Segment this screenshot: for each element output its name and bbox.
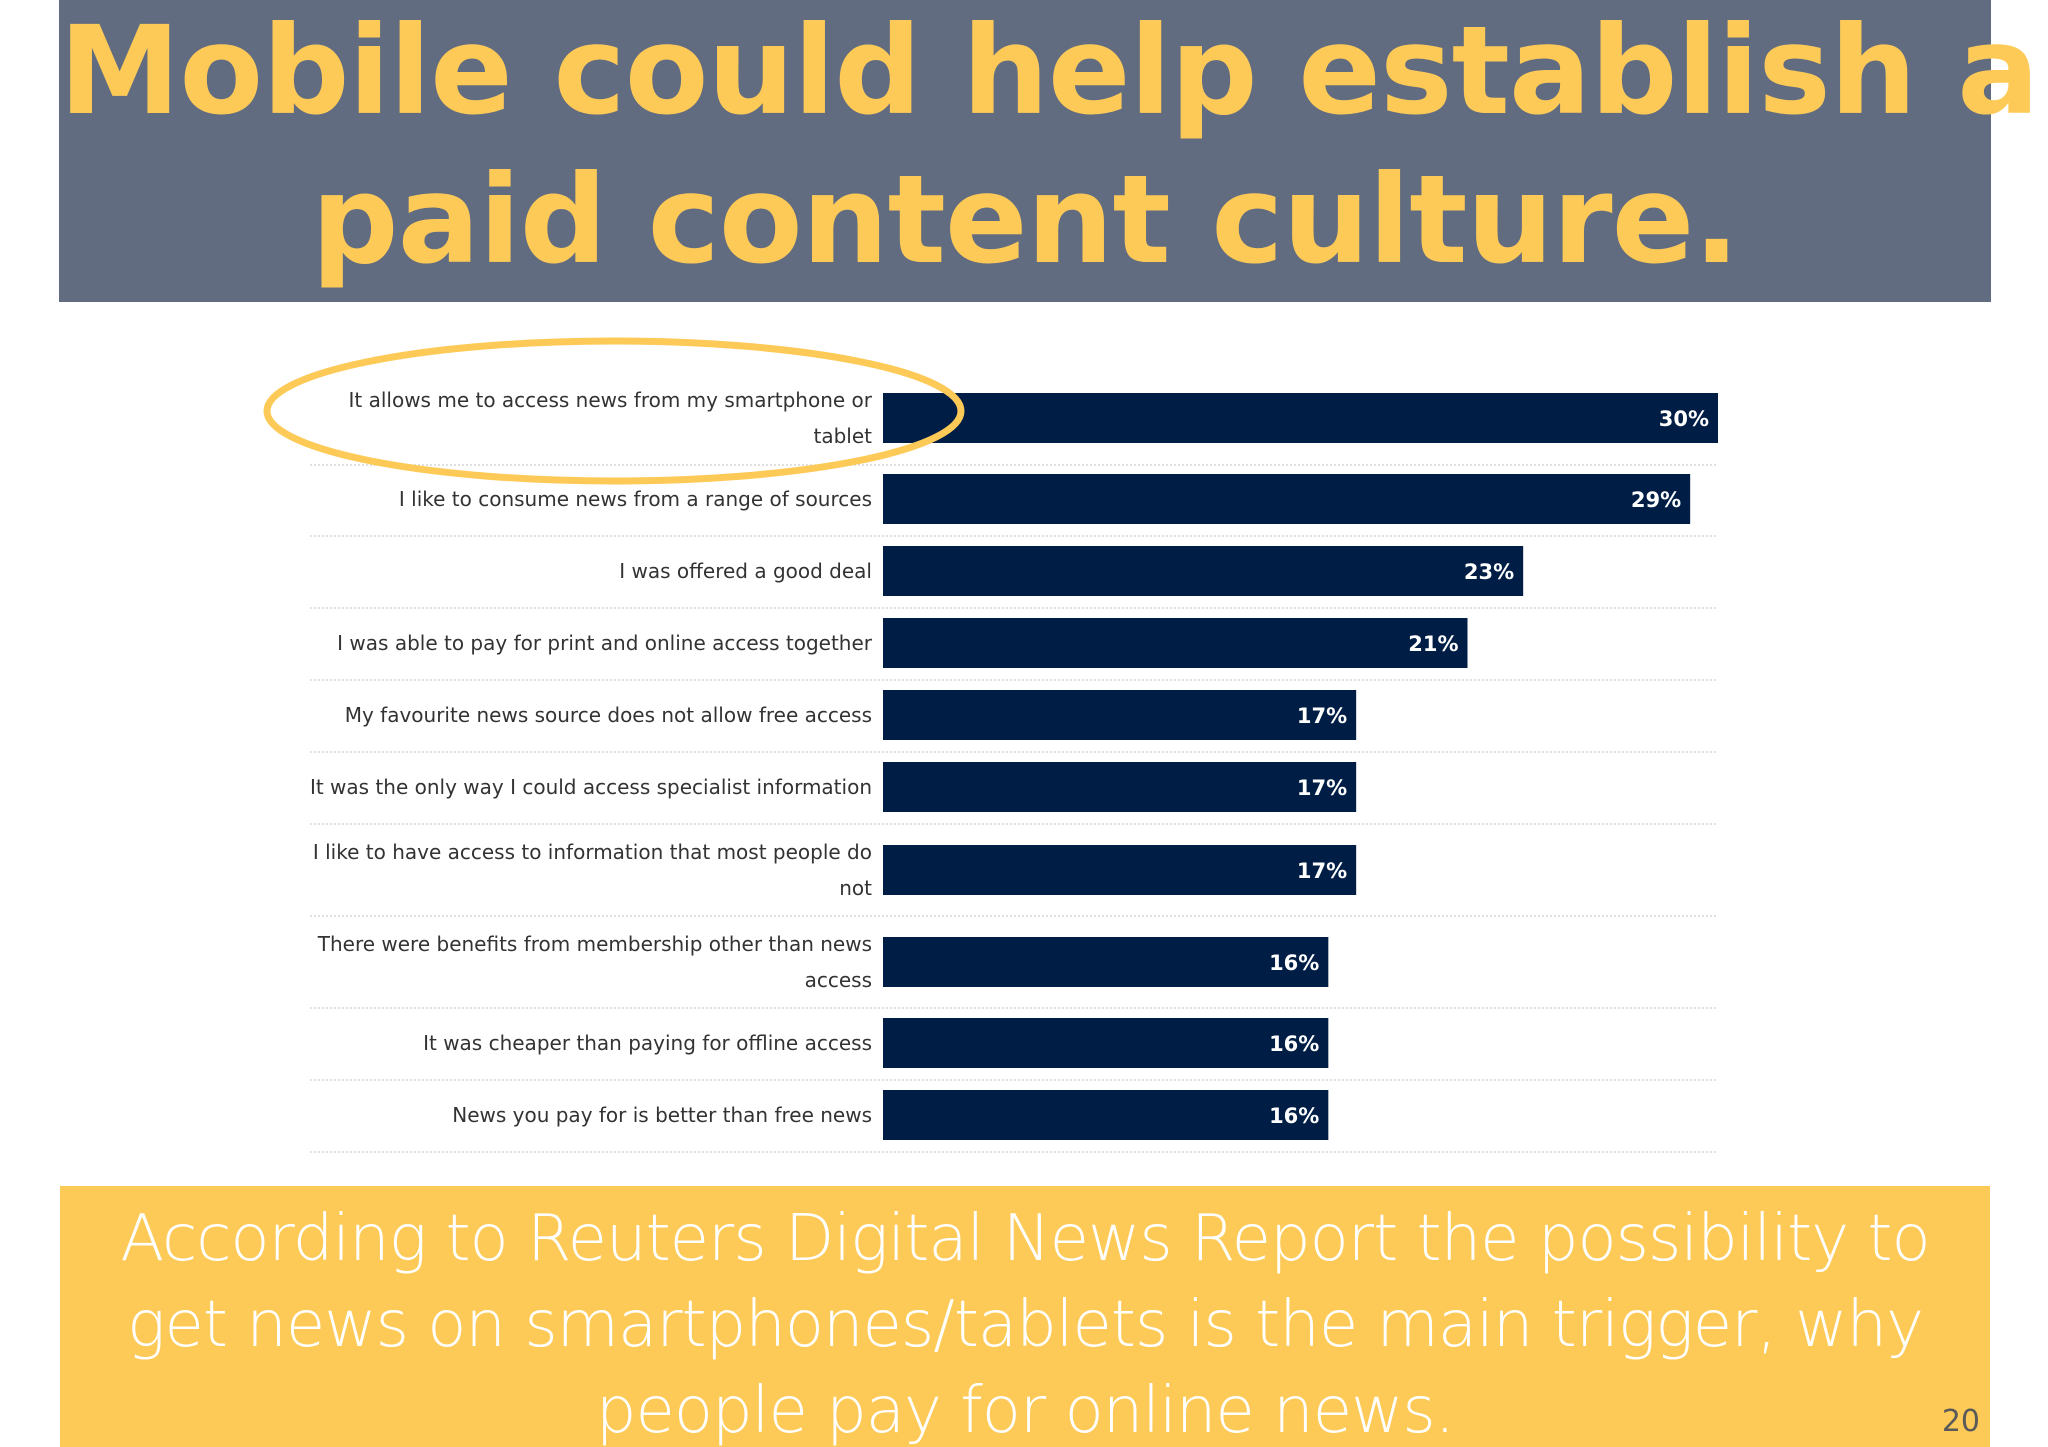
- bar-chart: 30% It allows me to access news from my s…: [263, 337, 1718, 1153]
- value-label-10: 16%: [1269, 1104, 1319, 1128]
- bar-1: [883, 393, 1718, 443]
- value-label-9: 16%: [1269, 1032, 1319, 1056]
- category-label-3: I was offered a good deal: [619, 559, 872, 583]
- bar-4: [883, 618, 1468, 668]
- bar-7: [883, 845, 1357, 895]
- value-label-7: 17%: [1297, 859, 1347, 883]
- highlight-ellipse: [263, 337, 965, 485]
- bar-5: [883, 690, 1357, 740]
- value-label-4: 21%: [1408, 632, 1458, 656]
- category-label-9: It was cheaper than paying for offline a…: [423, 1031, 872, 1055]
- bar-3: [883, 546, 1524, 596]
- category-label-6: It was the only way I could access speci…: [310, 775, 872, 799]
- bar-9: [883, 1018, 1329, 1068]
- footer-banner: According to Reuters Digital News Report…: [60, 1186, 1990, 1447]
- bar-8: [883, 937, 1329, 987]
- page-number: 20: [1941, 1404, 1980, 1439]
- value-label-5: 17%: [1297, 704, 1347, 728]
- category-label-1: It allows me to access news from my smar…: [349, 388, 873, 448]
- category-label-7: I like to have access to information tha…: [313, 840, 872, 900]
- category-label-8: There were benefits from membership othe…: [317, 932, 872, 992]
- footer-caption: According to Reuters Digital News Report…: [120, 1202, 1930, 1447]
- value-label-2: 29%: [1631, 488, 1681, 512]
- category-label-4: I was able to pay for print and online a…: [337, 631, 873, 655]
- bar-2: [883, 474, 1691, 524]
- bar-10: [883, 1090, 1329, 1140]
- category-label-5: My favourite news source does not allow …: [345, 703, 872, 727]
- value-label-8: 16%: [1269, 951, 1319, 975]
- value-label-6: 17%: [1297, 776, 1347, 800]
- slide-title-line-1: Mobile could help establish a: [59, 0, 2039, 142]
- value-label-3: 23%: [1464, 560, 1514, 584]
- title-banner: Mobile could help establish a paid conte…: [59, 0, 2039, 302]
- category-label-2: I like to consume news from a range of s…: [399, 487, 872, 511]
- category-label-10: News you pay for is better than free new…: [452, 1103, 872, 1127]
- slide-title-line-2: paid content culture.: [311, 149, 1739, 291]
- bar-6: [883, 762, 1357, 812]
- value-label-1: 30%: [1659, 407, 1709, 431]
